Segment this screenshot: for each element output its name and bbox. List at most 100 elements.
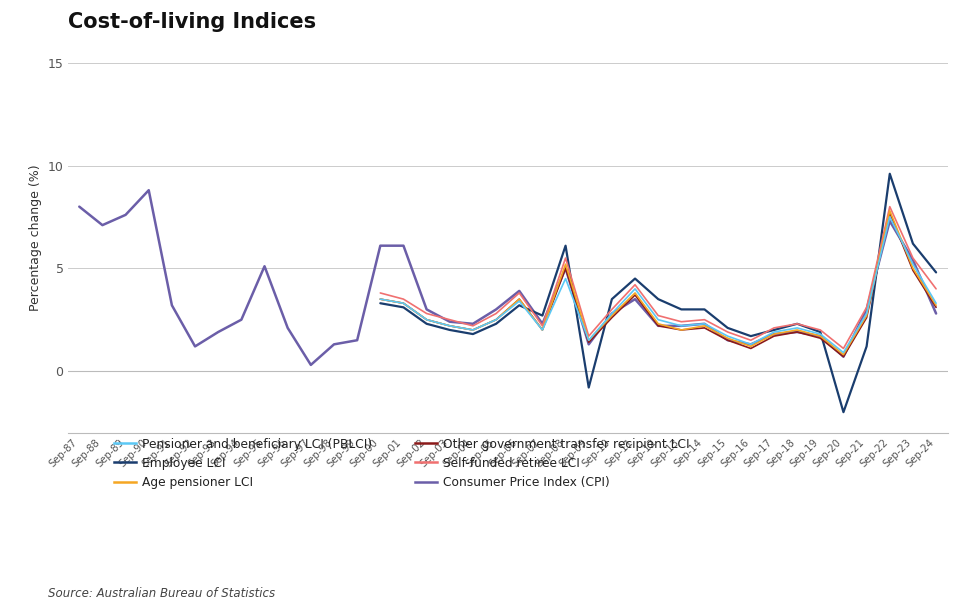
Pensioner and beneficiary LCI (PBLCI) bbox=[397, 300, 409, 307]
Other government transfer recipient LCI bbox=[721, 336, 733, 344]
Employee LCI bbox=[467, 330, 479, 338]
Pensioner and beneficiary LCI (PBLCI) bbox=[560, 275, 571, 282]
Consumer Price Index (CPI) bbox=[190, 343, 201, 350]
Pensioner and beneficiary LCI (PBLCI) bbox=[791, 324, 803, 332]
Other government transfer recipient LCI bbox=[397, 300, 409, 307]
Employee LCI bbox=[745, 332, 756, 339]
Other government transfer recipient LCI bbox=[930, 304, 942, 311]
Pensioner and beneficiary LCI (PBLCI) bbox=[606, 310, 618, 317]
Consumer Price Index (CPI) bbox=[861, 306, 872, 313]
Consumer Price Index (CPI) bbox=[630, 295, 641, 303]
Consumer Price Index (CPI) bbox=[490, 306, 502, 313]
Age pensioner LCI bbox=[467, 326, 479, 333]
Pensioner and beneficiary LCI (PBLCI) bbox=[768, 329, 779, 336]
Pensioner and beneficiary LCI (PBLCI) bbox=[814, 330, 826, 338]
Consumer Price Index (CPI) bbox=[513, 287, 525, 294]
Other government transfer recipient LCI bbox=[884, 209, 895, 216]
Consumer Price Index (CPI) bbox=[421, 306, 432, 313]
Age pensioner LCI bbox=[490, 316, 502, 323]
Pensioner and beneficiary LCI (PBLCI) bbox=[861, 310, 872, 317]
Consumer Price Index (CPI) bbox=[907, 256, 919, 264]
Consumer Price Index (CPI) bbox=[837, 353, 849, 361]
Employee LCI bbox=[513, 302, 525, 309]
Age pensioner LCI bbox=[699, 322, 711, 329]
Employee LCI bbox=[721, 324, 733, 332]
Consumer Price Index (CPI) bbox=[583, 341, 595, 348]
Other government transfer recipient LCI bbox=[630, 291, 641, 298]
Pensioner and beneficiary LCI (PBLCI) bbox=[630, 285, 641, 292]
Employee LCI bbox=[537, 312, 548, 319]
Consumer Price Index (CPI) bbox=[73, 203, 85, 210]
Employee LCI bbox=[397, 304, 409, 311]
Consumer Price Index (CPI) bbox=[236, 316, 248, 323]
Other government transfer recipient LCI bbox=[490, 316, 502, 323]
Pensioner and beneficiary LCI (PBLCI) bbox=[721, 332, 733, 339]
Age pensioner LCI bbox=[884, 207, 895, 214]
Consumer Price Index (CPI) bbox=[282, 324, 294, 332]
Self-funded retiree LCI bbox=[837, 345, 849, 352]
Age pensioner LCI bbox=[861, 312, 872, 319]
Self-funded retiree LCI bbox=[930, 285, 942, 292]
Employee LCI bbox=[653, 295, 664, 303]
Employee LCI bbox=[444, 326, 455, 333]
Other government transfer recipient LCI bbox=[861, 314, 872, 321]
Self-funded retiree LCI bbox=[490, 310, 502, 317]
Consumer Price Index (CPI) bbox=[143, 186, 155, 194]
Age pensioner LCI bbox=[444, 322, 455, 329]
Age pensioner LCI bbox=[930, 302, 942, 309]
Line: Self-funded retiree LCI: Self-funded retiree LCI bbox=[380, 207, 936, 349]
Self-funded retiree LCI bbox=[907, 254, 919, 262]
Pensioner and beneficiary LCI (PBLCI) bbox=[374, 295, 386, 303]
Pensioner and beneficiary LCI (PBLCI) bbox=[467, 326, 479, 333]
Self-funded retiree LCI bbox=[467, 322, 479, 329]
Age pensioner LCI bbox=[653, 320, 664, 327]
Other government transfer recipient LCI bbox=[676, 326, 688, 333]
Other government transfer recipient LCI bbox=[583, 339, 595, 346]
Employee LCI bbox=[374, 300, 386, 307]
Text: Source: Australian Bureau of Statistics: Source: Australian Bureau of Statistics bbox=[48, 587, 276, 600]
Employee LCI bbox=[814, 329, 826, 336]
Age pensioner LCI bbox=[676, 326, 688, 333]
Self-funded retiree LCI bbox=[814, 326, 826, 333]
Self-funded retiree LCI bbox=[444, 316, 455, 323]
Employee LCI bbox=[560, 242, 571, 249]
Pensioner and beneficiary LCI (PBLCI) bbox=[583, 336, 595, 344]
Self-funded retiree LCI bbox=[583, 332, 595, 339]
Text: Cost-of-living Indices: Cost-of-living Indices bbox=[68, 12, 316, 33]
Other government transfer recipient LCI bbox=[444, 322, 455, 329]
Other government transfer recipient LCI bbox=[791, 329, 803, 336]
Age pensioner LCI bbox=[537, 326, 548, 333]
Consumer Price Index (CPI) bbox=[745, 341, 756, 348]
Self-funded retiree LCI bbox=[513, 289, 525, 297]
Employee LCI bbox=[768, 326, 779, 333]
Pensioner and beneficiary LCI (PBLCI) bbox=[699, 320, 711, 327]
Age pensioner LCI bbox=[606, 312, 618, 319]
Employee LCI bbox=[699, 306, 711, 313]
Other government transfer recipient LCI bbox=[814, 335, 826, 342]
Consumer Price Index (CPI) bbox=[814, 332, 826, 339]
Line: Age pensioner LCI: Age pensioner LCI bbox=[380, 210, 936, 355]
Consumer Price Index (CPI) bbox=[791, 329, 803, 336]
Consumer Price Index (CPI) bbox=[467, 320, 479, 327]
Age pensioner LCI bbox=[768, 330, 779, 338]
Pensioner and beneficiary LCI (PBLCI) bbox=[837, 349, 849, 356]
Consumer Price Index (CPI) bbox=[930, 310, 942, 317]
Self-funded retiree LCI bbox=[374, 289, 386, 297]
Age pensioner LCI bbox=[791, 326, 803, 333]
Age pensioner LCI bbox=[397, 300, 409, 307]
Other government transfer recipient LCI bbox=[768, 332, 779, 339]
Consumer Price Index (CPI) bbox=[328, 341, 339, 348]
Self-funded retiree LCI bbox=[653, 312, 664, 319]
Pensioner and beneficiary LCI (PBLCI) bbox=[676, 322, 688, 329]
Age pensioner LCI bbox=[814, 332, 826, 339]
Other government transfer recipient LCI bbox=[467, 326, 479, 333]
Y-axis label: Percentage change (%): Percentage change (%) bbox=[29, 164, 43, 311]
Consumer Price Index (CPI) bbox=[884, 218, 895, 225]
Consumer Price Index (CPI) bbox=[560, 265, 571, 272]
Other government transfer recipient LCI bbox=[745, 345, 756, 352]
Self-funded retiree LCI bbox=[791, 320, 803, 327]
Employee LCI bbox=[930, 269, 942, 276]
Consumer Price Index (CPI) bbox=[676, 322, 688, 329]
Self-funded retiree LCI bbox=[606, 306, 618, 313]
Pensioner and beneficiary LCI (PBLCI) bbox=[745, 341, 756, 348]
